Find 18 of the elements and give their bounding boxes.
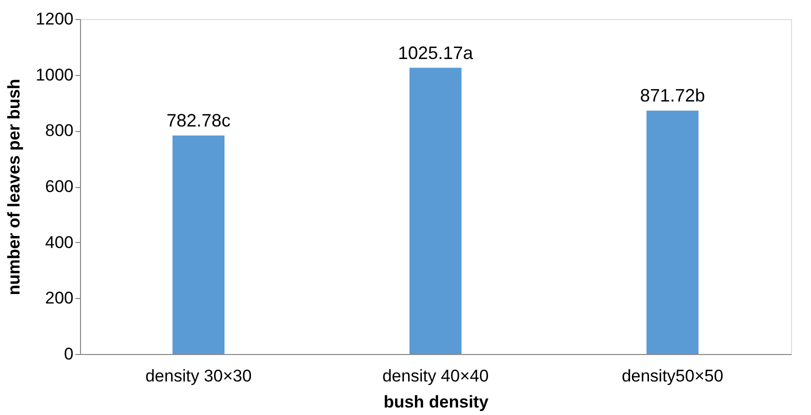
y-tick-label: 600 [45, 177, 74, 196]
x-tick-label: density 40×40 [382, 366, 489, 386]
data-label: 1025.17a [398, 42, 474, 63]
y-tick-label: 0 [64, 344, 74, 364]
x-axis-title: bush density [384, 392, 489, 412]
x-tick-label: density 30×30 [145, 366, 252, 386]
y-axis-title: number of leaves per bush [4, 78, 24, 296]
bar [410, 68, 462, 354]
bar [646, 110, 698, 354]
data-label: 782.78c [166, 110, 231, 130]
y-tick-label: 400 [45, 232, 74, 252]
x-tick-label: density50×50 [622, 366, 724, 386]
y-tick-label: 1000 [36, 65, 74, 84]
y-tick-label: 1200 [36, 10, 74, 28]
data-label: 871.72b [640, 86, 706, 106]
y-tick-label: 200 [45, 288, 74, 308]
y-tick-label: 800 [45, 121, 74, 140]
bar [172, 135, 224, 354]
